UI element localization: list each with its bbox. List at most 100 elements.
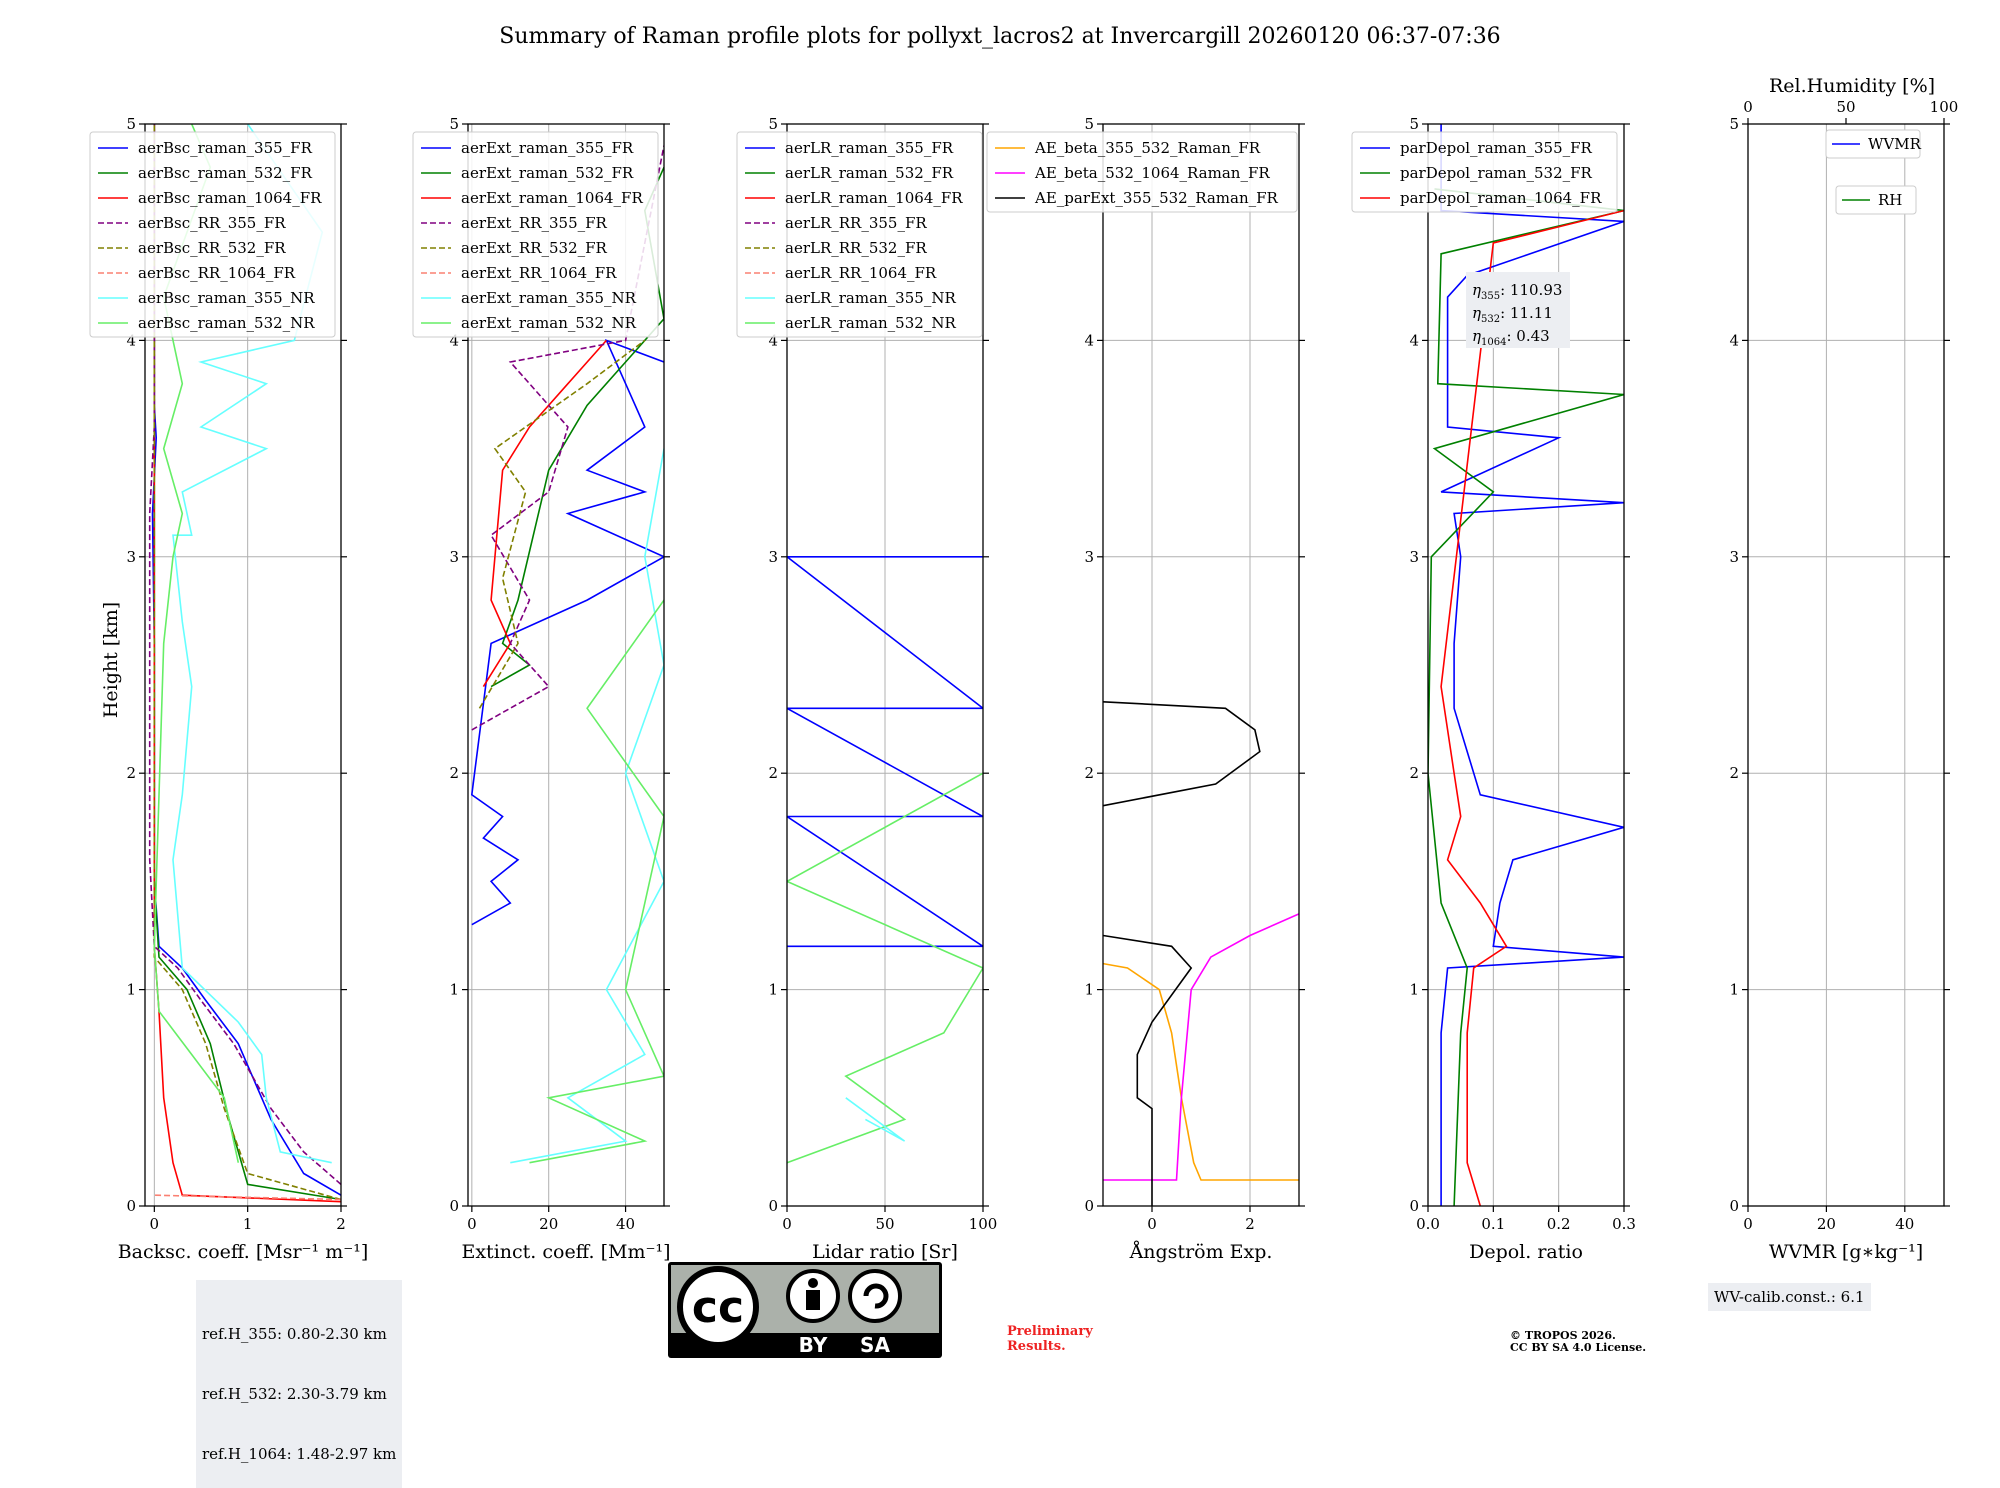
legend-box xyxy=(412,131,659,338)
y-tick-label: 1 xyxy=(449,981,459,999)
y-tick-label: 2 xyxy=(768,764,778,782)
x-tick-label: 2 xyxy=(1245,1215,1255,1233)
series-AE_parExt_355_532_Raman_FR_upper xyxy=(1103,701,1261,807)
series-parDepol_raman_355_FR xyxy=(1440,124,1624,1206)
legend: aerExt_raman_355_FR aerExt_raman_532_FRae… xyxy=(412,131,659,338)
y-tick-label: 2 xyxy=(449,764,459,782)
legend-label: aerBsc_RR_532_FR xyxy=(138,239,286,257)
series-aerExt_raman_532_NR xyxy=(529,599,664,1164)
legend-label: aerLR_raman_532_FR xyxy=(785,164,954,182)
copyright-line-2: CC BY SA 4.0 License. xyxy=(1510,1341,1647,1354)
ref-h-1064: ref.H_1064: 1.48-2.97 km xyxy=(202,1445,397,1463)
cc-text: cc xyxy=(692,1282,744,1333)
y-tick-label: 3 xyxy=(768,548,778,566)
wv-calib-box: WV-calib.const.: 6.1 xyxy=(1708,1283,1871,1311)
x-axis-label: Extinct. coeff. [Mm⁻¹] xyxy=(461,1241,670,1263)
y-tick-label: 5 xyxy=(1084,115,1094,133)
by-text: BY xyxy=(799,1333,828,1357)
legend-box xyxy=(1825,129,1921,159)
y-axis-label: Height [km] xyxy=(100,602,122,718)
legend-label: aerBsc_RR_355_FR xyxy=(138,214,286,232)
legend-label: AE_beta_532_1064_Raman_FR xyxy=(1034,164,1270,182)
x-tick-label: 0 xyxy=(1147,1215,1157,1233)
legend-label: aerExt_raman_532_NR xyxy=(461,314,637,332)
y-tick-label: 1 xyxy=(768,981,778,999)
legend-label: aerBsc_raman_1064_FR xyxy=(138,189,322,207)
cc-icon xyxy=(677,1266,759,1348)
legend-label: parDepol_raman_532_FR xyxy=(1400,164,1593,182)
legend-label: aerLR_RR_532_FR xyxy=(785,239,927,257)
series-AE_beta_532_1064_Raman_FR xyxy=(1103,913,1299,1181)
series-parDepol_raman_532_FR xyxy=(1428,188,1624,1206)
series-aerLR_raman_532_NR xyxy=(787,772,983,1164)
legend-label: aerLR_raman_532_NR xyxy=(785,314,956,332)
series-aerBsc_RR_1064_FR xyxy=(154,1194,341,1201)
x-tick-label: 0.3 xyxy=(1612,1215,1636,1233)
axes-frame xyxy=(467,123,665,1207)
legend-box xyxy=(986,131,1298,213)
axes-frame xyxy=(144,123,342,1207)
figure: Summary of Raman profile plots for polly… xyxy=(89,24,1958,1263)
series-AE_beta_355_532_Raman_FR xyxy=(1103,962,1299,1181)
x-axis-label: Lidar ratio [Sr] xyxy=(812,1241,958,1263)
legend-label: aerExt_RR_532_FR xyxy=(461,239,608,257)
x-tick-label: 20 xyxy=(539,1215,558,1233)
legend-label: aerBsc_raman_532_NR xyxy=(138,314,315,332)
y-tick-label: 0 xyxy=(1729,1197,1739,1215)
legend-label: aerLR_raman_355_FR xyxy=(785,139,954,157)
series-group xyxy=(148,124,341,1203)
series-group xyxy=(1428,124,1624,1206)
legend-label: aerLR_RR_1064_FR xyxy=(785,264,937,282)
legend-label: WVMR xyxy=(1868,135,1922,153)
legend-label: aerExt_raman_355_NR xyxy=(461,289,637,307)
series-aerExt_RR_532_FR xyxy=(478,339,646,709)
y-tick-label: 1 xyxy=(1409,981,1419,999)
series-AE_parExt_355_532_Raman_FR xyxy=(1103,934,1193,1206)
legend-label: aerLR_RR_355_FR xyxy=(785,214,927,232)
top-x-tick-label: 50 xyxy=(1836,98,1855,116)
x-tick-label: 40 xyxy=(1895,1215,1914,1233)
legend: AE_beta_355_532_Raman_FR AE_beta_532_1064… xyxy=(986,131,1298,213)
top-x-tick-label: 100 xyxy=(1930,98,1959,116)
legend-label: aerExt_RR_1064_FR xyxy=(461,264,617,282)
y-tick-label: 4 xyxy=(1084,331,1094,349)
x-tick-label: 100 xyxy=(969,1215,998,1233)
x-tick-label: 0 xyxy=(782,1215,792,1233)
y-tick-label: 3 xyxy=(1084,548,1094,566)
series-parDepol_raman_1064_FR xyxy=(1440,209,1624,1206)
legend-label: aerLR_raman_355_NR xyxy=(785,289,956,307)
y-tick-label: 5 xyxy=(1409,115,1419,133)
legend: parDepol_raman_355_FR parDepol_raman_532_… xyxy=(1351,131,1618,213)
series-group xyxy=(787,555,983,1164)
y-tick-label: 3 xyxy=(1409,548,1419,566)
legend-label: aerBsc_raman_355_FR xyxy=(138,139,313,157)
y-tick-label: 5 xyxy=(768,115,778,133)
legend-label: aerBsc_raman_532_FR xyxy=(138,164,313,182)
legend-box xyxy=(736,131,983,338)
legend-box xyxy=(89,131,336,338)
cc-by-sa-logo: cc BY SA xyxy=(668,1262,942,1358)
axes-frame xyxy=(1427,123,1625,1207)
legend-label: AE_beta_355_532_Raman_FR xyxy=(1034,139,1261,157)
y-tick-label: 5 xyxy=(1729,115,1739,133)
y-tick-label: 2 xyxy=(1084,764,1094,782)
legend-box xyxy=(1835,185,1917,215)
x-tick-label: 0.2 xyxy=(1547,1215,1571,1233)
eta-532: η532: 11.11 xyxy=(1472,304,1553,325)
y-tick-label: 2 xyxy=(126,764,136,782)
panel-2: 0 1 2 3 4 5 0 20 40 Extinct. coeff. [Mm⁻¹] aerExt_… xyxy=(412,115,671,1263)
share-alike-icon xyxy=(848,1269,902,1323)
legend-label: aerLR_raman_1064_FR xyxy=(785,189,963,207)
copyright-line-1: © TROPOS 2026. xyxy=(1510,1329,1616,1342)
legend-label: aerExt_raman_1064_FR xyxy=(461,189,643,207)
series-aerExt_raman_355_NR xyxy=(510,448,664,1164)
x-tick-label: 0 xyxy=(467,1215,477,1233)
series-aerLR_raman_355_NR xyxy=(845,1097,906,1142)
y-tick-label: 4 xyxy=(126,331,136,349)
x-axis-label: Backsc. coeff. [Msr⁻¹ m⁻¹] xyxy=(118,1241,369,1263)
x-tick-label: 50 xyxy=(875,1215,894,1233)
series-aerExt_RR_355_FR xyxy=(471,145,664,731)
series-aerExt_raman_355_FR xyxy=(470,338,664,926)
